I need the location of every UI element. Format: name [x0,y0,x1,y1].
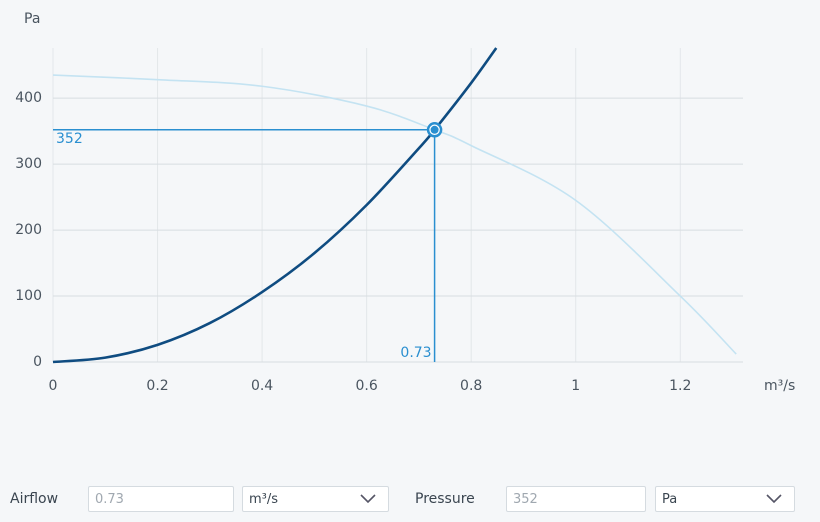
pressure-input[interactable]: 352 [506,486,646,512]
chart: Pa m³/s 0 0.2 0.4 0.6 0.8 1 1.2 0 100 200 300 400 35… [15,11,795,394]
x-value-label: 0.73 [400,345,431,361]
y-tick-label: 100 [15,288,42,304]
operating-point-core [430,125,439,134]
x-tick-label: 1 [571,378,580,394]
y-value-label: 352 [56,131,83,147]
airflow-unit-select[interactable]: m³/s [242,486,389,512]
series-line [52,74,737,355]
pressure-label: Pressure [415,491,475,507]
airflow-unit: m³/s [249,492,279,507]
airflow-label: Airflow [10,491,59,507]
chevron [360,494,376,504]
x-tick-label: 0.4 [251,378,273,394]
y-tick-label: 400 [15,90,42,106]
y-tick-label: 300 [15,156,42,172]
pressure-unit: Pa [662,492,678,507]
y-tick-label: 200 [15,222,42,238]
x-tick-label: 0 [49,378,58,394]
airflow-input[interactable]: 0.73 [88,486,234,512]
x-tick-label: 1.2 [669,378,691,394]
x-tick-label: 0.8 [460,378,482,394]
x-tick-label: 0.6 [356,378,378,394]
x-tick-label: 0.2 [146,378,168,394]
form: Airflow 0.73 m³/s Pressure 352 Pa [0,486,820,514]
pressure-unit-select[interactable]: Pa [655,486,795,512]
y-unit: Pa [24,11,40,27]
y-tick-label: 0 [33,354,42,370]
chevron [766,494,782,504]
x-unit: m³/s [764,378,795,394]
series-line [52,47,498,364]
